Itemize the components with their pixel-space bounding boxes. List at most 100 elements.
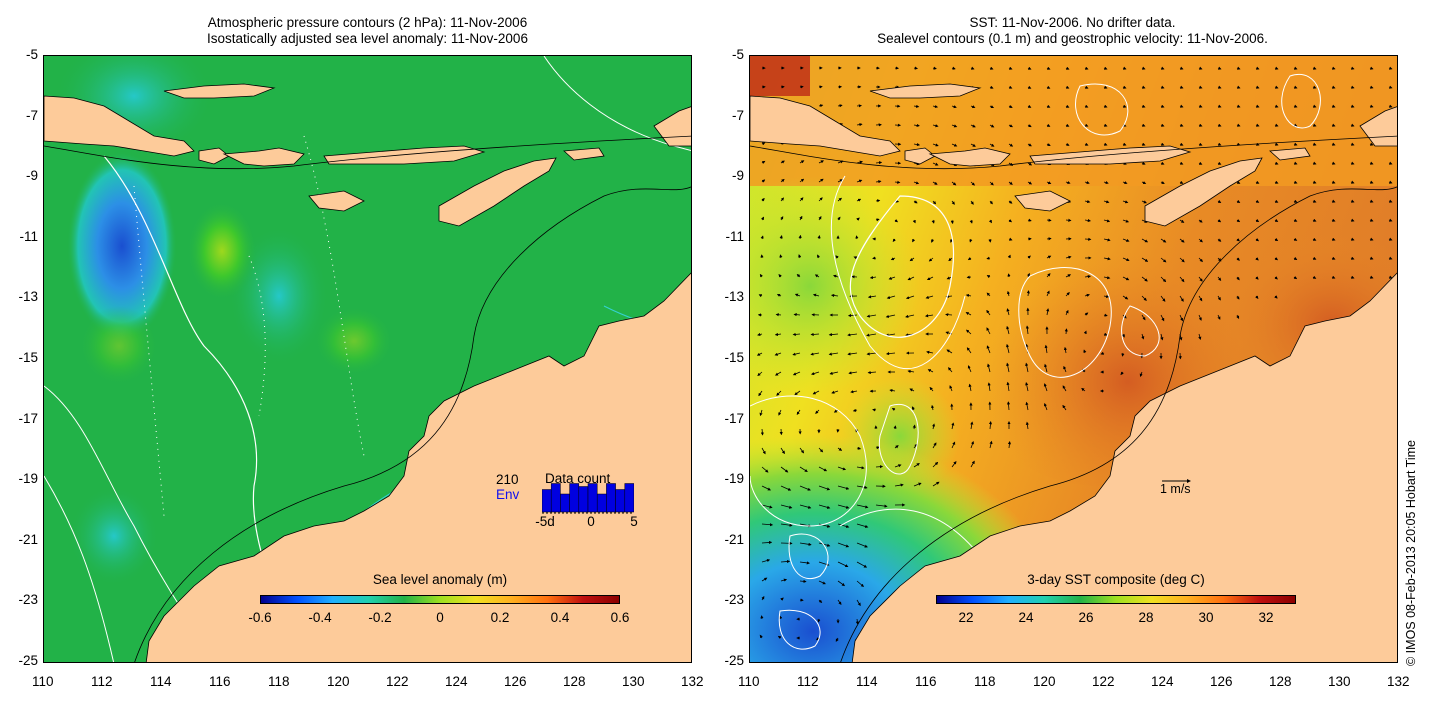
velocity-vector <box>1198 104 1203 108</box>
velocity-vector <box>1007 441 1012 449</box>
left-x-tick-label: 112 <box>91 674 113 689</box>
velocity-vector <box>757 332 763 336</box>
sumbawa-land <box>928 147 1011 167</box>
velocity-vector <box>1160 104 1165 108</box>
right-x-tick-label: 132 <box>1387 674 1410 689</box>
right-y-tick-label: -19 <box>724 471 744 487</box>
velocity-vector <box>951 105 957 109</box>
bathymetry-contour <box>750 135 1397 170</box>
velocity-vector <box>818 160 825 164</box>
pressure-contour <box>44 475 115 662</box>
velocity-vector <box>913 142 921 147</box>
right-colorbar-tick: 30 <box>1198 610 1214 625</box>
velocity-vector <box>1312 275 1317 279</box>
data-count-bar <box>578 486 589 513</box>
velocity-vector <box>1043 383 1048 392</box>
velocity-vector <box>885 314 896 318</box>
velocity-vector <box>905 314 915 318</box>
high-anomaly <box>79 306 159 386</box>
wetar-land <box>563 147 605 161</box>
velocity-vector <box>932 423 936 430</box>
velocity-vector <box>892 238 896 243</box>
high-anomaly <box>314 306 394 376</box>
velocity-vector <box>894 445 899 449</box>
velocity-vector <box>1217 85 1222 89</box>
velocity-vector <box>1293 276 1298 280</box>
velocity-vector <box>875 465 884 469</box>
velocity-vector <box>799 215 803 221</box>
data-count-bar <box>560 493 570 513</box>
velocity-vector <box>989 85 994 89</box>
velocity-vector <box>968 383 972 392</box>
velocity-vector <box>837 504 850 509</box>
velocity-vector <box>1312 142 1317 146</box>
velocity-vector <box>1025 362 1029 373</box>
left-map-panel[interactable] <box>43 55 692 663</box>
velocity-vector <box>774 352 782 356</box>
velocity-vector <box>1179 180 1184 184</box>
velocity-vector <box>1198 276 1203 282</box>
high-anomaly <box>187 201 257 301</box>
right-map-canvas <box>750 56 1397 662</box>
right-map-panel[interactable] <box>749 55 1398 663</box>
velocity-vector <box>886 295 896 299</box>
velocity-vector <box>1062 404 1067 411</box>
velocity-vector <box>1141 333 1145 340</box>
velocity-vector <box>1141 314 1146 321</box>
velocity-vector <box>856 198 862 202</box>
velocity-vector <box>1198 314 1202 321</box>
data-count-bar <box>606 483 616 513</box>
left-title-line2: Isostatically adjusted sea level anomaly… <box>207 31 528 46</box>
velocity-vector <box>965 312 972 316</box>
velocity-vector <box>815 637 820 641</box>
left-map-canvas <box>44 56 691 662</box>
velocity-vector <box>1179 238 1185 243</box>
velocity-vector <box>761 523 774 527</box>
velocity-vector <box>798 254 802 259</box>
velocity-vector <box>969 238 973 243</box>
velocity-vector <box>837 104 843 108</box>
velocity-vector <box>1122 257 1130 262</box>
velocity-vector <box>986 327 991 335</box>
velocity-vector <box>1026 290 1030 297</box>
velocity-vector <box>1103 123 1108 127</box>
velocity-vector <box>761 447 766 455</box>
velocity-vector <box>1160 314 1165 322</box>
velocity-vector <box>856 580 865 588</box>
right-x-tick-label: 112 <box>797 674 819 689</box>
velocity-vector <box>757 371 763 377</box>
velocity-vector <box>818 466 828 472</box>
velocity-vector <box>829 371 839 375</box>
copyright-notice: © IMOS 08-Feb-2013 20:05 Hobart Time <box>1404 440 1418 666</box>
velocity-vector <box>1008 162 1014 166</box>
sealevel-contour <box>788 533 829 579</box>
velocity-vector <box>1350 161 1355 165</box>
velocity-vector <box>780 523 793 527</box>
velocity-vector <box>1293 142 1298 146</box>
velocity-vector <box>1312 218 1317 222</box>
left-x-tick-label: 116 <box>209 674 231 689</box>
velocity-vector <box>756 352 763 356</box>
velocity-vector <box>856 160 863 164</box>
velocity-vector <box>1046 273 1051 278</box>
velocity-vector <box>1312 85 1317 89</box>
left-y-tick-label: -17 <box>18 410 38 426</box>
velocity-vector <box>1350 275 1355 279</box>
velocity-vector <box>1274 123 1279 127</box>
velocity-vector <box>875 218 880 222</box>
velocity-vector <box>869 275 877 280</box>
left-map-title: Atmospheric pressure contours (2 hPa): 1… <box>40 15 695 47</box>
velocity-vector <box>776 390 782 396</box>
velocity-vector <box>875 180 882 184</box>
velocity-vector <box>907 369 915 373</box>
velocity-vector <box>1122 66 1127 70</box>
velocity-vector <box>909 388 915 392</box>
velocity-vector <box>1065 181 1071 185</box>
velocity-vector <box>828 332 839 337</box>
velocity-vector <box>1065 104 1070 108</box>
velocity-vector <box>1350 104 1355 108</box>
velocity-vector <box>837 561 849 568</box>
velocity-vector <box>759 634 763 639</box>
velocity-vector <box>1103 332 1108 336</box>
velocity-vector <box>911 406 915 411</box>
